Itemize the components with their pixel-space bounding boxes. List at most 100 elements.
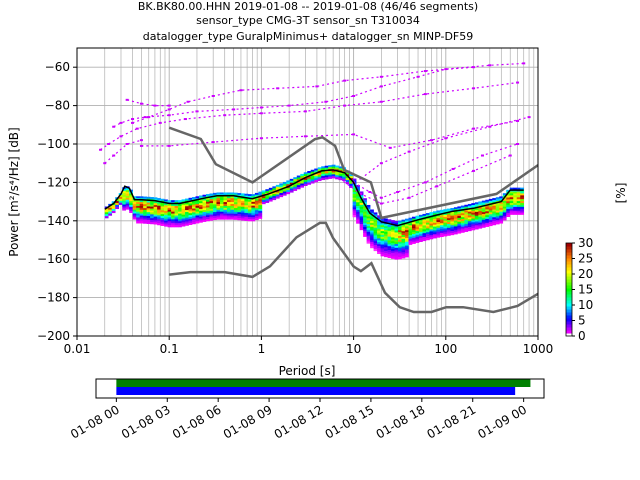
heatmap-cell [160,198,165,201]
heatmap-cell [436,212,441,215]
heatmap-cell [188,207,193,210]
heatmap-cell [432,232,437,235]
heatmap-cell [136,219,140,222]
heatmap-cell [202,208,207,211]
heatmap-cell [411,239,416,242]
heatmap-cell [181,216,186,219]
heatmap-cell [275,186,280,190]
heatmap-cell [359,202,364,206]
heatmap-cell [499,196,504,199]
heatmap-cell [122,204,127,207]
heatmap-cell [139,209,144,212]
heatmap-cell [104,208,109,211]
heatmap-cell [209,204,214,208]
heatmap-cell [474,208,479,211]
heatmap-cell [394,247,399,251]
heatmap-cell [331,164,336,167]
heatmap-cell [150,220,154,223]
heatmap-cell [401,238,406,242]
spurious-mark [186,100,190,103]
heatmap-cell [405,224,409,227]
heatmap-cell [450,223,455,226]
colorbar-cell [566,285,572,289]
heatmap-cell [226,205,231,209]
heatmap-cell [233,211,238,215]
heatmap-cell [488,208,493,211]
heatmap-cell [195,209,200,212]
heatmap-cell [150,212,154,215]
heatmap-cell [279,183,284,186]
heatmap-cell [146,212,151,215]
heatmap-cell [457,210,462,213]
heatmap-cell [516,199,521,202]
heatmap-cell [408,233,413,236]
heatmap-cell [282,193,287,196]
heatmap-cell [394,251,399,254]
heatmap-cell [405,226,409,229]
heatmap-cell [450,215,455,218]
heatmap-cell [317,176,322,180]
colorbar-cell [566,255,572,259]
colorbar-tick-label: 5 [578,314,586,328]
x-tick-label: 10 [346,342,361,356]
heatmap-cell [492,213,497,216]
heatmap-cell [111,207,116,210]
heatmap-cell [398,241,402,244]
heatmap-cell [226,203,231,207]
heatmap-cell [366,206,371,210]
heatmap-cell [384,231,388,235]
heatmap-cell [254,208,259,211]
heatmap-cell [240,197,245,200]
heatmap-cell [513,191,518,194]
heatmap-cell [185,215,189,219]
heatmap-cell [356,194,360,197]
heatmap-cell [212,200,217,203]
x-axis-label: Period [s] [279,364,336,378]
heatmap-cell [464,206,469,209]
heatmap-cell [366,214,371,217]
heatmap-cell [408,236,413,240]
heatmap-cell [111,205,116,208]
heatmap-cell [391,239,395,242]
heatmap-cell [192,197,196,200]
heatmap-cell [181,222,186,225]
heatmap-cell [202,194,207,197]
heatmap-cell [436,210,441,213]
heatmap-cell [394,220,399,224]
heatmap-cell [181,208,186,212]
heatmap-cell [132,207,137,210]
y-tick-label: −160 [37,252,70,266]
heatmap-cell [495,199,500,202]
heatmap-cell [338,168,343,171]
heatmap-cell [506,210,511,214]
heatmap-cell [488,221,493,225]
heatmap-cell [324,165,329,168]
heatmap-cell [443,232,448,235]
heatmap-cell [384,249,388,252]
heatmap-cell [122,200,127,203]
heatmap-cell [185,213,189,217]
heatmap-cell [432,211,437,214]
heatmap-cell [453,226,458,229]
heatmap-cell [331,172,336,175]
heatmap-cell [370,230,374,233]
heatmap-cell [387,248,392,251]
heatmap-cell [223,192,228,195]
colorbar-cell [566,288,572,292]
heatmap-cell [230,196,235,199]
heatmap-cell [464,225,469,229]
heatmap-cell [129,193,133,196]
heatmap-cell [481,215,486,219]
heatmap-cell [422,236,427,240]
heatmap-cell [206,211,210,214]
heatmap-cell [401,221,406,224]
heatmap-cell [499,217,504,220]
heatmap-cell [181,224,186,227]
heatmap-cell [443,216,448,220]
curves [99,62,538,314]
heatmap-cell [174,211,179,214]
heatmap-cell [164,222,168,225]
heatmap-cell [146,219,151,223]
heatmap-cell [485,220,490,224]
heatmap-cell [185,206,189,209]
